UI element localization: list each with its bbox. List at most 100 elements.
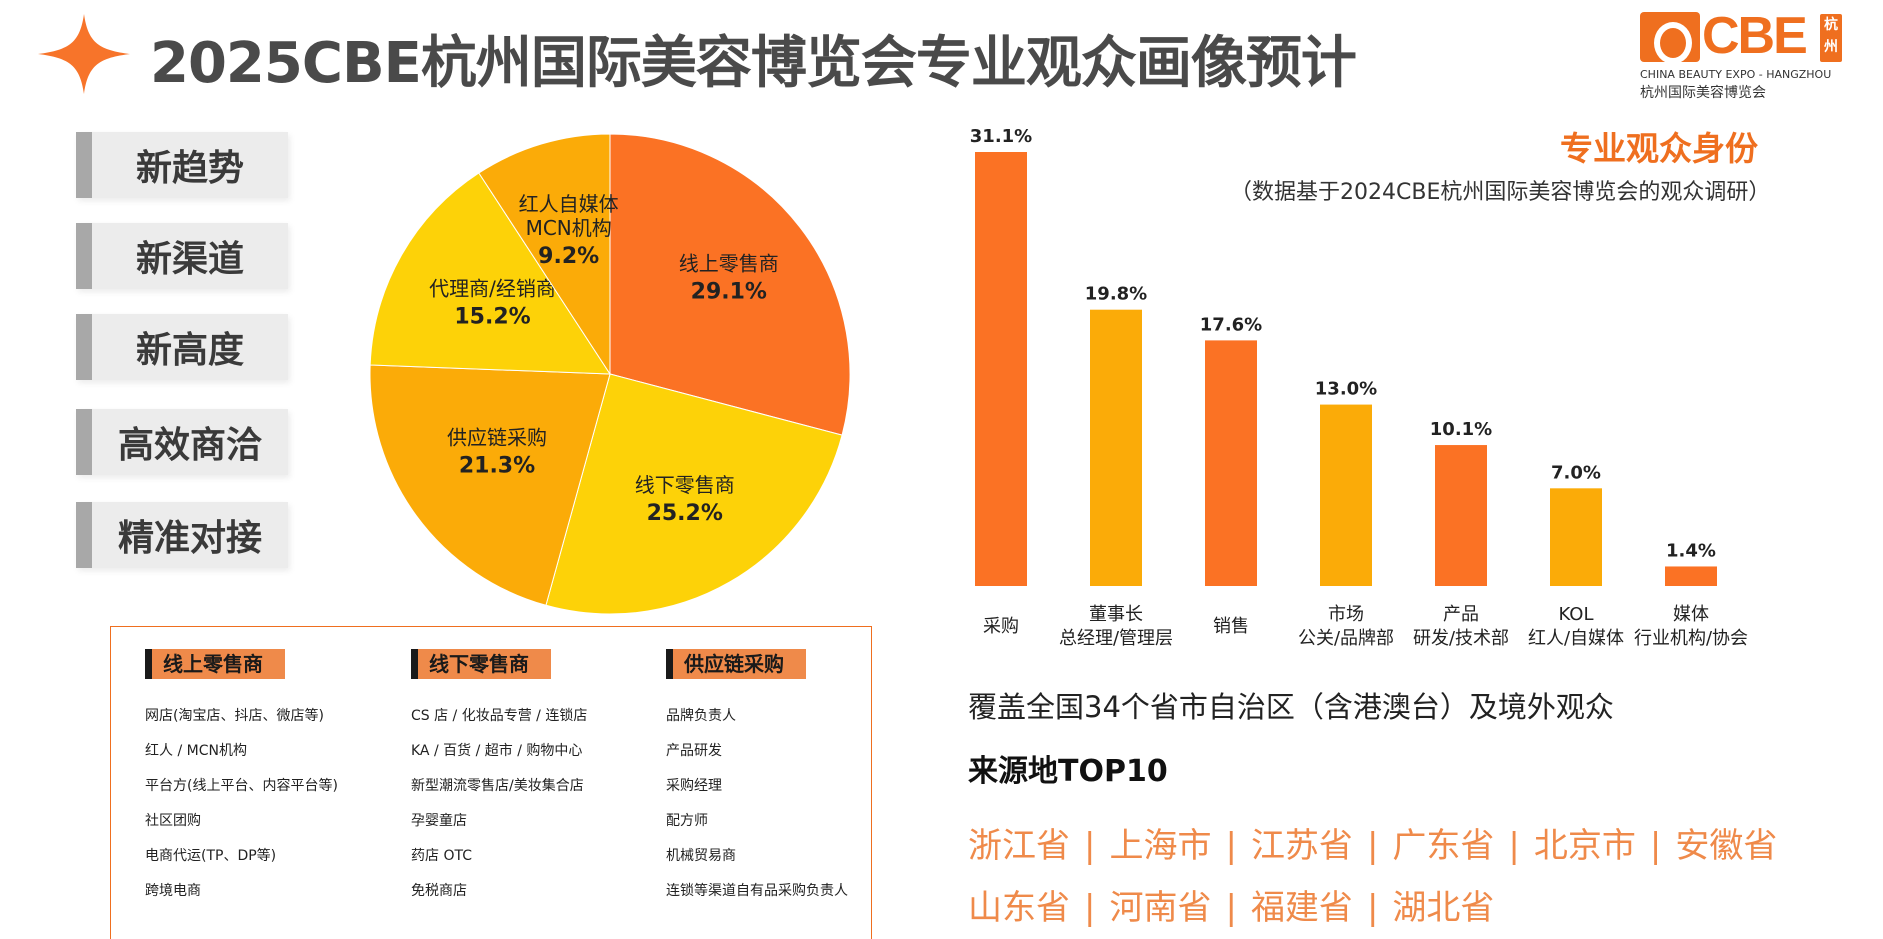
top10-row-1: 浙江省 | 上海市 | 江苏省 | 广东省 | 北京市 | 安徽省 [968,818,1777,867]
top10-title: 来源地TOP10 [968,754,1168,789]
province-name: 浙江省 [968,826,1070,866]
tag-new-height: 新高度 [76,314,288,380]
tag-precise-matching: 精准对接 [76,502,288,568]
bar-category-label: KOL [1558,604,1593,625]
logo-city: 杭州 [1820,14,1842,62]
pie-slice [369,364,611,606]
list-item: 免税商店 [411,883,467,899]
list-item: 连锁等渠道自有品采购负责人 [666,883,848,899]
list-item: CS 店 / 化妆品专营 / 连锁店 [411,708,588,724]
list-item: 红人 / MCN机构 [145,743,247,759]
category-column-online: 线上零售商 网店(淘宝店、抖店、微店等) 红人 / MCN机构 平台方(线上平台… [145,649,338,909]
bar [1550,488,1602,586]
bar [1435,445,1487,586]
province-name: 湖北省 [1392,888,1495,928]
province-name: 山东省 [968,888,1070,928]
separator: | [1649,826,1662,866]
logo-brand: CBE [1702,7,1808,65]
province-name: 福建省 [1250,888,1353,928]
bar-value-label: 13.0% [1315,379,1377,400]
separator: | [1508,826,1520,866]
list-item: KA / 百货 / 超市 / 购物中心 [411,743,583,759]
cbe-logo: CBE 杭州 CHINA BEAUTY EXPO - HANGZHOU 杭州国际… [1640,7,1845,101]
pie-slice [478,133,611,376]
province-name: 上海市 [1109,826,1212,866]
separator: | [1084,826,1096,866]
coverage-text: 覆盖全国34个省市自治区（含港澳台）及境外观众 [968,690,1614,724]
pie-slice [545,373,843,615]
list-item: 电商代运(TP、DP等) [145,848,277,864]
pie-slice-label: 红人自媒体 [519,192,619,216]
list-item: 产品研发 [666,743,722,759]
bar [1320,404,1372,586]
pie-slice [369,172,611,375]
tag-efficient-negotiation: 高效商洽 [76,409,288,475]
bar-chart-title: 专业观众身份 [1560,129,1758,168]
pie-slice-value: 21.3% [459,454,535,479]
pie-slice-value: 25.2% [647,501,723,526]
logo-chinese: 杭州国际美容博览会 [1640,85,1766,101]
province-name: 河南省 [1109,888,1212,928]
bar-value-label: 19.8% [1085,284,1147,305]
list-item: 配方师 [666,813,708,829]
separator: | [1225,826,1237,866]
tag-label: 新渠道 [135,239,244,280]
page-title: 2025CBE杭州国际美容博览会专业观众画像预计 [150,31,1357,96]
bar-value-label: 7.0% [1551,462,1601,483]
province-name: 安徽省 [1675,826,1778,866]
bar [1665,566,1717,586]
list-item: 孕婴童店 [411,813,467,829]
pie-slice [609,133,851,436]
province-name: 北京市 [1533,826,1636,866]
pie-slice-value: 15.2% [454,304,530,329]
category-column-supply-chain: 供应链采购 品牌负责人 产品研发 采购经理 配方师 机械贸易商 连锁等渠道自有品… [666,649,848,909]
separator: | [1225,888,1237,928]
pie-slice-label: 线下零售商 [635,473,735,497]
bar [1205,340,1257,586]
list-item: 新型潮流零售店/美妆集合店 [411,778,584,794]
list-item: 采购经理 [666,778,722,794]
bar-category-label: 红人/自媒体 [1528,628,1624,649]
audience-pie-chart: 线上零售商 29.1% 线下零售商 25.2% 供应链采购 21.3% 代理商/经销商 15.… [369,133,851,615]
bar-category-label: 产品 [1443,604,1479,625]
tag-new-channel: 新渠道 [76,223,288,289]
four-point-star-icon [38,14,130,94]
tag-label: 精准对接 [117,518,262,559]
list-item: 品牌负责人 [666,708,736,724]
pie-slice-label: 线上零售商 [679,251,779,275]
pie-slice-label: 供应链采购 [447,426,547,450]
channel-categories-box: 线上零售商 网店(淘宝店、抖店、微店等) 红人 / MCN机构 平台方(线上平台… [110,626,872,939]
bar-category-label: 研发/技术部 [1413,628,1509,649]
bar-category-label: 董事长 [1089,604,1143,625]
bar-category-label: 销售 [1213,616,1249,637]
province-name: 江苏省 [1250,826,1353,866]
category-column-offline: 线下零售商 CS 店 / 化妆品专营 / 连锁店 KA / 百货 / 超市 / … [411,649,587,909]
bar-category-label: 媒体 [1673,604,1709,625]
list-item: 药店 OTC [411,848,472,864]
list-item: 网店(淘宝店、抖店、微店等) [145,708,324,724]
cbe-logo-mark-icon [1640,12,1700,64]
separator: | [1366,888,1379,928]
category-heading: 供应链采购 [666,649,806,679]
logo-english: CHINA BEAUTY EXPO - HANGZHOU [1640,68,1832,81]
bar [1090,309,1142,586]
tag-label: 新高度 [135,330,244,371]
bar-category-label: 行业机构/协会 [1634,628,1748,649]
bar-value-label: 31.1% [970,126,1032,147]
list-item: 机械贸易商 [666,848,736,864]
pie-slice-value: 29.1% [691,279,767,304]
bar-chart-subtitle: （数据基于2024CBE杭州国际美容博览会的观众调研） [1230,180,1771,205]
category-heading: 线上零售商 [145,649,285,679]
pie-slice-label: 代理商/经销商 [429,276,556,300]
bar-category-label: 公关/品牌部 [1298,628,1394,649]
pie-slice-value: 9.2% [538,244,599,269]
category-heading: 线下零售商 [411,649,551,679]
bar-value-label: 17.6% [1200,314,1262,335]
tag-new-trend: 新趋势 [76,132,288,198]
tag-label: 高效商洽 [117,425,262,466]
separator: | [1084,888,1096,928]
bar-category-label: 总经理/管理层 [1059,628,1173,649]
list-item: 社区团购 [145,813,201,829]
bar-value-label: 10.1% [1430,419,1492,440]
